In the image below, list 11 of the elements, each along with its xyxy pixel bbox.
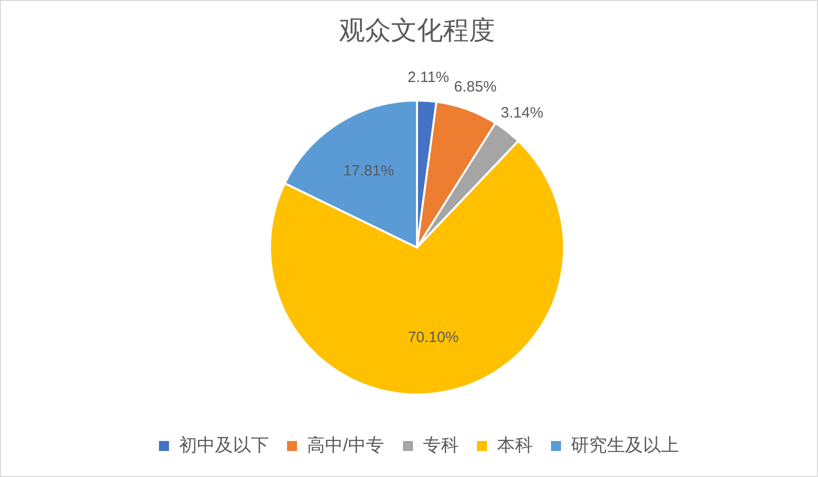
data-label: 70.10% — [408, 329, 459, 346]
legend-label: 初中及以下 — [179, 435, 269, 455]
data-label: 3.14% — [500, 104, 544, 122]
legend-label: 本科 — [497, 435, 533, 455]
data-label: 2.11% — [408, 68, 450, 86]
chart-title: 观众文化程度 — [339, 16, 495, 45]
legend-label: 高中/中专 — [307, 435, 384, 455]
data-label: 17.81% — [343, 162, 394, 180]
legend-label: 专科 — [423, 435, 459, 455]
legend-label: 研究生及以上 — [571, 435, 679, 455]
data-label: 6.85% — [454, 78, 497, 96]
